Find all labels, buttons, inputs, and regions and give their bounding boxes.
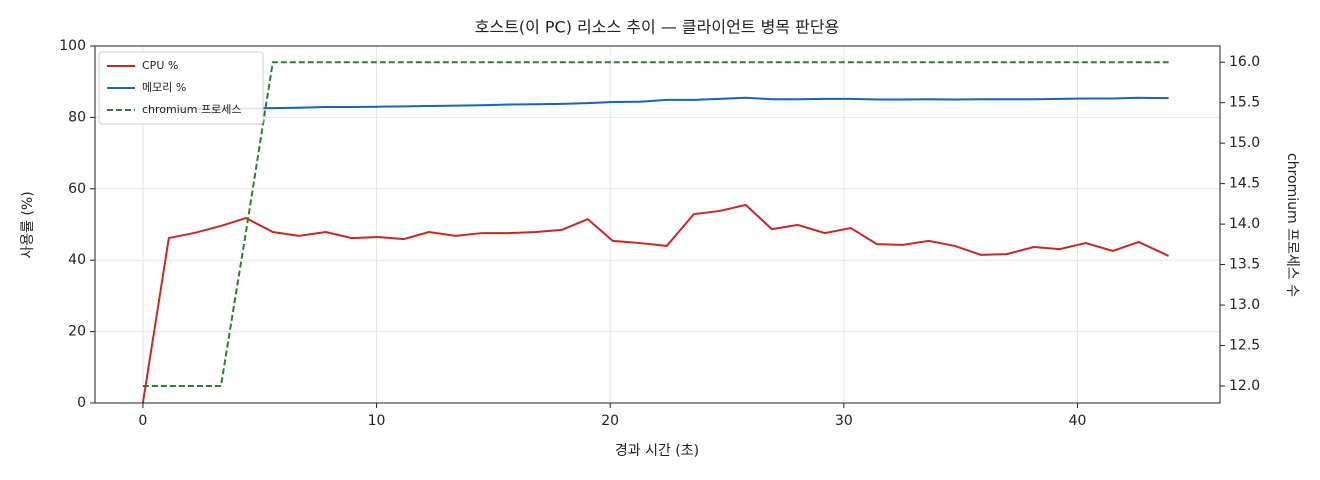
x-tick-label: 10: [368, 413, 386, 429]
legend-label: CPU %: [142, 59, 178, 72]
y-tick-label: 40: [68, 252, 86, 268]
x-tick-label: 40: [1069, 413, 1087, 429]
y2-tick-label: 16.0: [1229, 54, 1260, 70]
x-tick-label: 30: [835, 413, 853, 429]
series-line: [142, 61, 1169, 387]
y2-tick-label: 13.5: [1229, 257, 1260, 273]
series-line: [142, 96, 1169, 111]
y2-tick-label: 15.5: [1229, 95, 1260, 111]
y-tick-label: 60: [68, 181, 86, 197]
y-tick-label: 20: [68, 324, 86, 340]
legend-box: [98, 51, 264, 125]
legend-label: chromium 프로세스: [142, 103, 241, 116]
y2-axis-label: chromium 프로세스 수: [1284, 153, 1300, 297]
y-tick-label: 0: [77, 395, 86, 411]
legend-label: 메모리 %: [142, 81, 186, 94]
series-line: [141, 203, 1170, 404]
y2-tick-label: 12.0: [1229, 378, 1260, 394]
y2-tick-label: 14.0: [1229, 216, 1260, 232]
x-axis-label: 경과 시간 (초): [615, 443, 699, 459]
plot-frame: [94, 45, 1221, 404]
y2-tick-label: 12.5: [1229, 338, 1260, 354]
y2-tick-label: 15.0: [1229, 135, 1260, 151]
y-tick-label: 80: [68, 109, 86, 125]
x-tick-label: 20: [601, 413, 619, 429]
y2-tick-label: 14.5: [1229, 176, 1260, 192]
chart-title: 호스트(이 PC) 리소스 추이 — 클라이언트 병목 판단용: [475, 18, 840, 37]
y-tick-label: 100: [59, 38, 86, 54]
y2-tick-label: 13.0: [1229, 297, 1260, 313]
y-axis-label: 사용률 (%): [20, 191, 36, 258]
x-tick-label: 0: [138, 413, 147, 429]
